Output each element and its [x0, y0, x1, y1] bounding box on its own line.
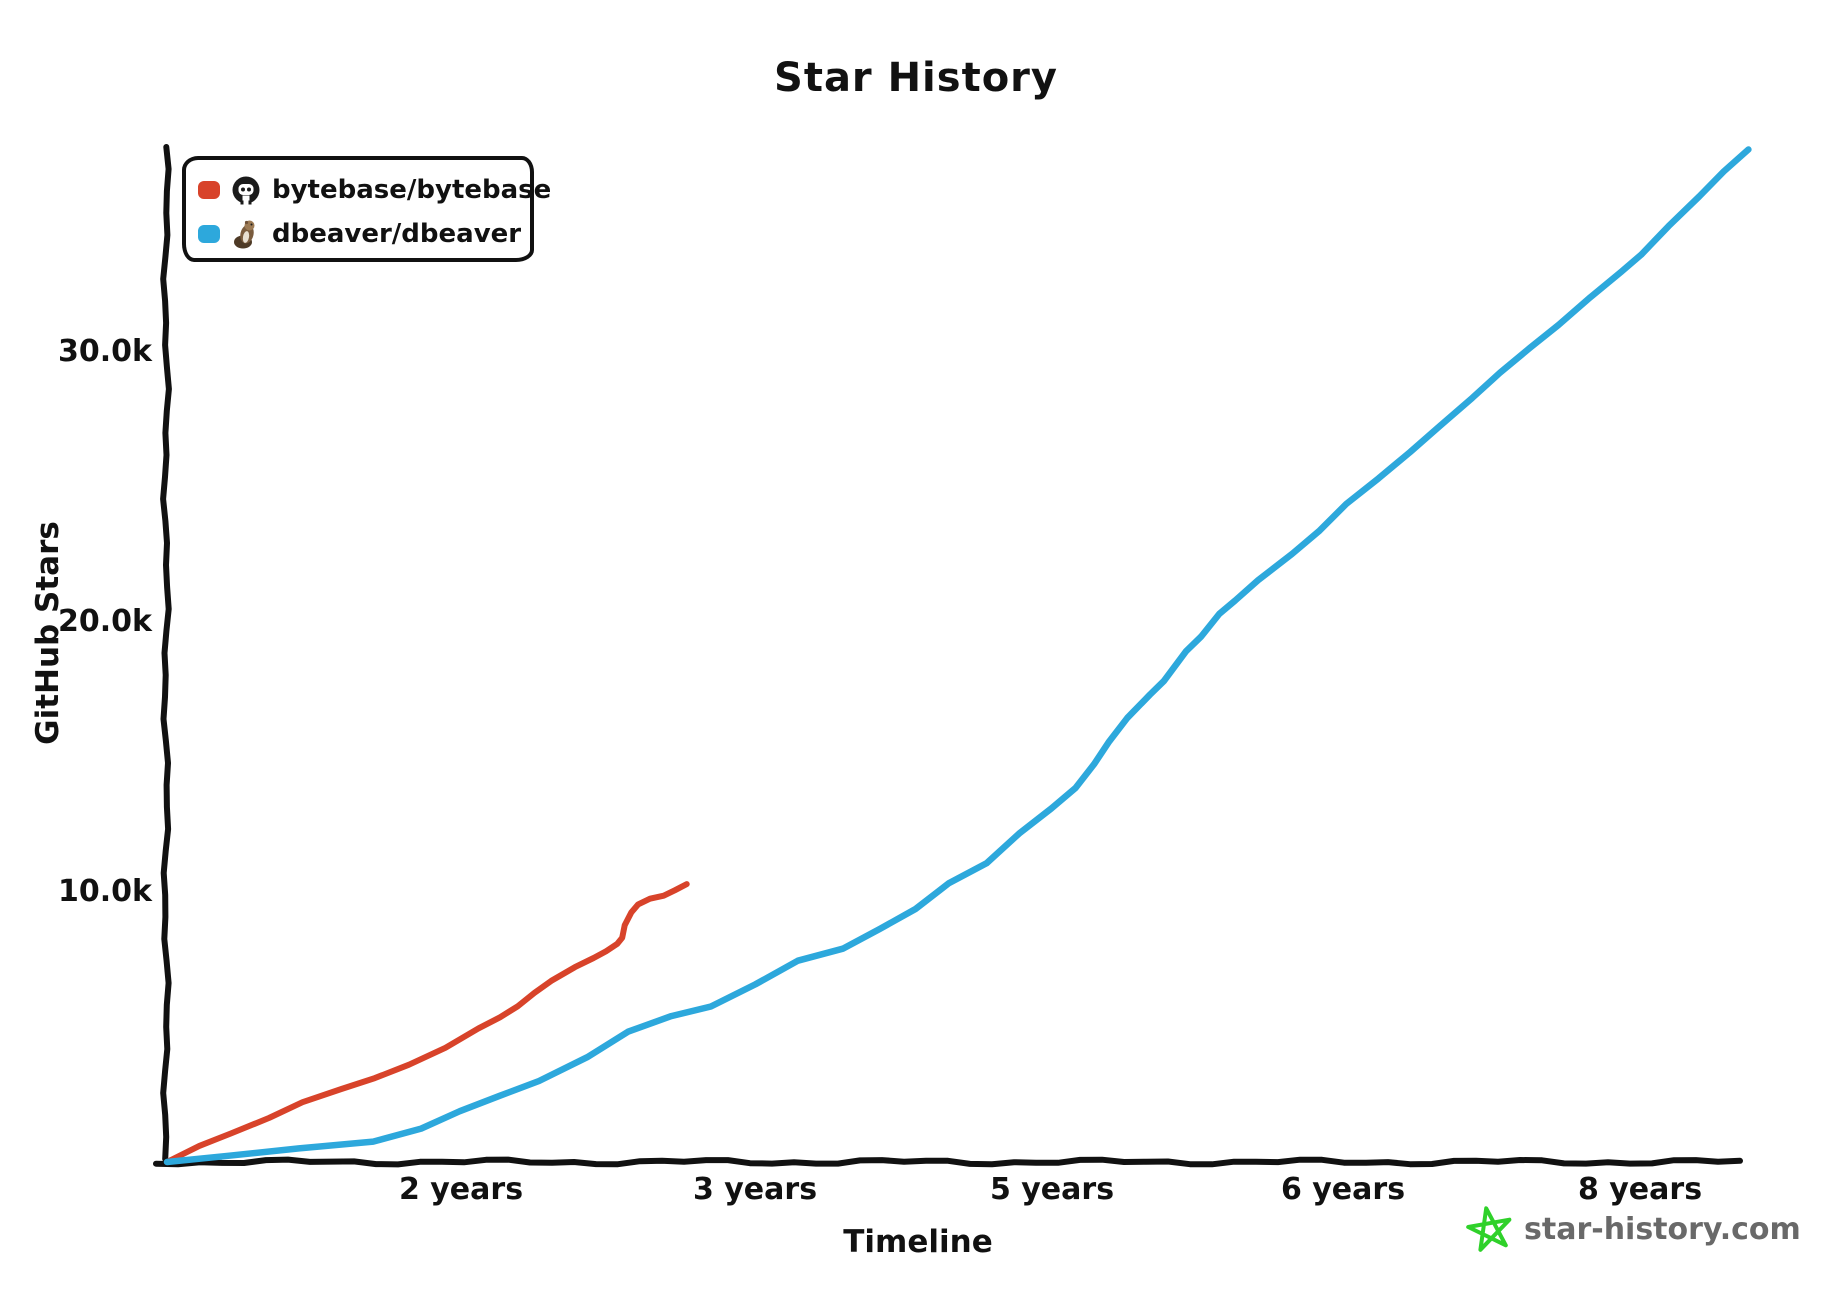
watermark-text: star-history.com [1524, 1211, 1801, 1247]
legend-item-bytebase: bytebase/bytebase [198, 168, 551, 212]
dbeaver-color-swatch [198, 225, 220, 243]
dbeaver-logo-icon [234, 220, 255, 249]
legend-box: bytebase/bytebase dbeaver/dbeaver [182, 156, 551, 262]
y-axis-title: GitHub Stars [30, 521, 66, 745]
legend-item-dbeaver: dbeaver/dbeaver [198, 212, 530, 256]
legend-label-dbeaver: dbeaver/dbeaver [272, 219, 522, 249]
y-tick-10k: 10.0k [58, 874, 152, 909]
x-tick-2-years: 2 years [398, 1172, 524, 1207]
chart-title: Star History [774, 55, 1058, 101]
x-tick-3-years: 3 years [692, 1172, 818, 1207]
bytebase-logo-icon [232, 176, 260, 205]
x-tick-5-years: 5 years [989, 1172, 1115, 1207]
legend-label-bytebase: bytebase/bytebase [272, 175, 552, 205]
x-axis-title: Timeline [843, 1224, 993, 1260]
star-history-star-icon [1466, 1206, 1512, 1252]
y-tick-20k: 20.0k [58, 604, 152, 639]
bytebase-color-swatch [198, 181, 220, 199]
x-tick-6-years: 6 years [1280, 1172, 1406, 1207]
x-tick-8-years: 8 years [1577, 1172, 1703, 1207]
watermark-link[interactable]: star-history.com [1466, 1204, 1801, 1254]
y-tick-30k: 30.0k [58, 334, 152, 369]
